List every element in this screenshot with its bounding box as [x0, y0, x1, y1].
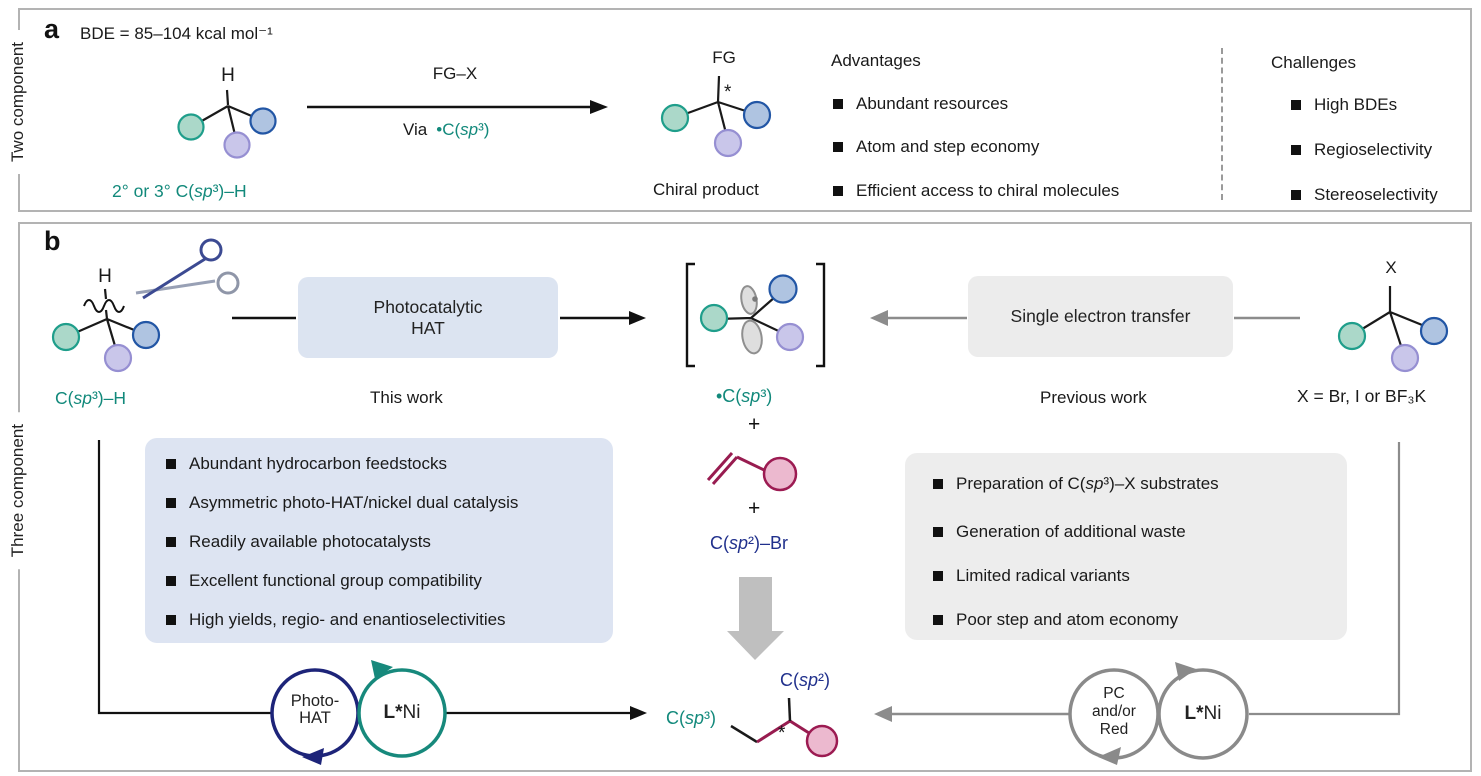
product-a-caption: Chiral product	[653, 180, 759, 199]
substrate-b-h-label: H	[98, 266, 112, 287]
hat-box-line1: Photocatalytic	[373, 296, 483, 317]
substrate-a-h-label: H	[221, 65, 235, 86]
substrate-b-caption: C(sp³)–H	[55, 388, 126, 408]
product-b-stereocenter: *	[778, 723, 786, 744]
cycle-label-line: PC	[1103, 685, 1125, 702]
product-a-fg-label: FG	[712, 48, 736, 67]
challenge-item: Stereoselectivity	[1291, 185, 1438, 205]
bullet-square-icon	[166, 459, 176, 469]
via-radical-label: •C(sp³)	[436, 120, 490, 139]
list-item-label: Atom and step economy	[856, 137, 1040, 156]
bullet-square-icon	[933, 527, 943, 537]
product-a-stereocenter: *	[724, 82, 732, 103]
halide-caption: X = Br, I or BF₃K	[1297, 386, 1427, 406]
panel-b-side-label: Three component	[7, 412, 29, 570]
bullet-square-icon	[1291, 145, 1301, 155]
bullet-square-icon	[166, 615, 176, 625]
list-item-label: Regioselectivity	[1314, 140, 1433, 159]
challenges-title: Challenges	[1271, 53, 1357, 72]
this-work-item: Asymmetric photo-HAT/nickel dual catalys…	[166, 493, 518, 513]
bullet-square-icon	[166, 576, 176, 586]
cycle-label-line: Red	[1099, 721, 1129, 738]
bullet-square-icon	[166, 537, 176, 547]
plus-sign: +	[748, 497, 761, 520]
previous-work-item: Preparation of C(sp³)–X substrates	[933, 474, 1219, 494]
reaction-arrow-a-reagent: FG–X	[432, 64, 478, 83]
substrate-a-caption: 2° or 3° C(sp³)–H	[112, 181, 247, 201]
bde-label: BDE = 85–104 kcal mol⁻¹	[80, 24, 273, 43]
challenge-item: Regioselectivity	[1291, 140, 1432, 160]
plus-sign: +	[748, 413, 761, 436]
previous-work-item: Generation of additional waste	[933, 522, 1186, 542]
advantages-challenges-divider	[1221, 48, 1223, 200]
radical-caption: •C(sp³)	[716, 386, 773, 406]
this-work-item: Abundant hydrocarbon feedstocks	[166, 454, 447, 474]
previous-work-item: Limited radical variants	[933, 566, 1130, 586]
bullet-square-icon	[1291, 100, 1301, 110]
bullet-square-icon	[933, 615, 943, 625]
advantage-item: Atom and step economy	[833, 137, 1039, 157]
cycle-label-line: HAT	[299, 709, 331, 727]
cycle-label-line: Photo-	[290, 692, 340, 710]
this-work-item: Readily available photocatalysts	[166, 532, 431, 552]
bullet-square-icon	[933, 479, 943, 489]
bullet-square-icon	[833, 186, 843, 196]
ni-cycle-gray-label: L*Ni	[1184, 703, 1222, 724]
set-box-label: Single electron transfer	[1010, 306, 1191, 326]
bullet-square-icon	[933, 571, 943, 581]
previous-work-label: Previous work	[1040, 388, 1147, 407]
ni-cycle-label: L*Ni	[383, 702, 421, 723]
list-item-label: Asymmetric photo-HAT/nickel dual catalys…	[189, 493, 519, 512]
product-sp2-label: C(sp²)	[780, 670, 831, 690]
bullet-square-icon	[833, 99, 843, 109]
previous-work-item: Poor step and atom economy	[933, 610, 1178, 630]
bullet-square-icon	[166, 498, 176, 508]
hat-box-line2: HAT	[411, 317, 445, 338]
challenge-item: High BDEs	[1291, 95, 1397, 115]
list-item-label: Generation of additional waste	[956, 522, 1186, 541]
halide-x-label: X	[1385, 258, 1397, 277]
list-item-label: High BDEs	[1314, 95, 1398, 114]
list-item-label: Limited radical variants	[956, 566, 1130, 585]
this-work-item: High yields, regio- and enantioselectivi…	[166, 610, 506, 630]
panel-b-letter: b	[44, 226, 61, 256]
list-item-label: Efficient access to chiral molecules	[856, 181, 1120, 200]
pc-red-cycle-label: PC and/or Red	[1072, 685, 1156, 739]
this-work-label: This work	[370, 388, 443, 407]
panel-a-letter: a	[44, 14, 60, 44]
reaction-arrow-a-via: Via •C(sp³)	[403, 120, 489, 140]
photocatalytic-hat-box: Photocatalytic HAT	[298, 277, 558, 358]
advantage-item: Efficient access to chiral molecules	[833, 181, 1119, 201]
this-work-item: Excellent functional group compatibility	[166, 571, 482, 591]
panel-a-side-label: Two component	[7, 30, 29, 175]
single-electron-transfer-box: Single electron transfer	[968, 276, 1233, 357]
list-item-label: Abundant resources	[856, 94, 1009, 113]
list-item-label: High yields, regio- and enantioselectivi…	[189, 610, 506, 629]
list-item-label: Stereoselectivity	[1314, 185, 1438, 204]
advantage-item: Abundant resources	[833, 94, 1008, 114]
via-label: Via	[403, 120, 428, 139]
product-sp3-label: C(sp³)	[666, 708, 717, 728]
list-item-label: Excellent functional group compatibility	[189, 571, 482, 590]
list-item-label: Readily available photocatalysts	[189, 532, 431, 551]
aryl-bromide-label: C(sp²)–Br	[710, 533, 789, 553]
list-item-label: Preparation of C(sp³)–X substrates	[956, 474, 1219, 493]
bullet-square-icon	[1291, 190, 1301, 200]
advantages-title: Advantages	[831, 51, 921, 70]
photo-hat-cycle-label: Photo- HAT	[273, 693, 357, 727]
cycle-label-line: and/or	[1092, 703, 1136, 720]
list-item-label: Poor step and atom economy	[956, 610, 1179, 629]
bullet-square-icon	[833, 142, 843, 152]
list-item-label: Abundant hydrocarbon feedstocks	[189, 454, 448, 473]
